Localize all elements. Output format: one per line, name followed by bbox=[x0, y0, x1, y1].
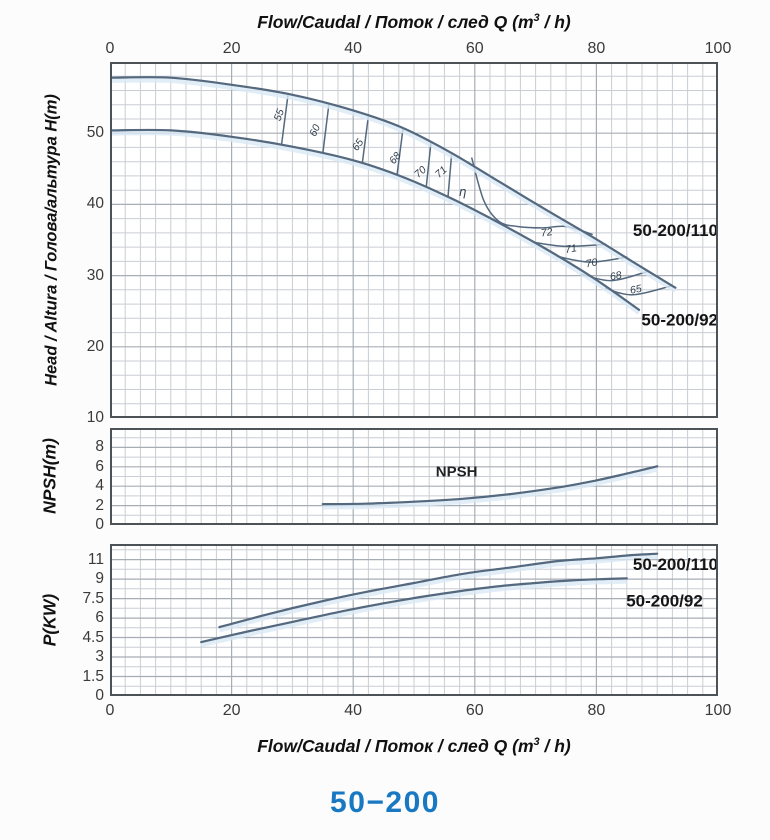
y-tick-label: 0 bbox=[95, 687, 104, 704]
y-tick-label: 7.5 bbox=[82, 589, 104, 607]
efficiency-rung bbox=[396, 128, 404, 176]
curve-label: 50-200/110 bbox=[633, 555, 718, 574]
npsh-curve-label: NPSH bbox=[436, 464, 478, 481]
head-curve-50-200-110 bbox=[110, 76, 677, 289]
x-tick-label: 80 bbox=[587, 40, 606, 57]
y-tick-label: 4 bbox=[95, 477, 104, 495]
flow-title-units: / h) bbox=[539, 12, 571, 32]
efficiency-contour-label: 65 bbox=[629, 283, 643, 297]
eta-symbol: η bbox=[459, 185, 467, 199]
bottom-flow-axis-title: Flow/Caudal / Поток / след Q (m3 / h) bbox=[110, 736, 718, 757]
x-tick-label: 20 bbox=[222, 702, 241, 719]
npsh-curve-NPSH bbox=[321, 465, 659, 506]
top-flow-axis-title: Flow/Caudal / Поток / след Q (m3 / h) bbox=[110, 12, 718, 33]
efficiency-rung bbox=[447, 153, 453, 197]
x-tick-label: 20 bbox=[222, 40, 241, 57]
efficiency-contour-label: 70 bbox=[585, 256, 599, 270]
y-tick-label: 2 bbox=[95, 496, 104, 514]
y-tick-label: 0 bbox=[95, 516, 104, 533]
efficiency-rung bbox=[425, 142, 432, 188]
x-tick-label: 60 bbox=[465, 702, 484, 719]
y-tick-label: 20 bbox=[86, 337, 104, 355]
curve-label: 50-200/92 bbox=[626, 592, 703, 611]
x-tick-label: 0 bbox=[105, 702, 115, 719]
y-tick-label: 4.5 bbox=[82, 628, 104, 646]
x-tick-label: 100 bbox=[704, 40, 732, 57]
y-tick-label: 10 bbox=[86, 409, 104, 426]
head-curve-50-200-92 bbox=[110, 128, 641, 311]
y-tick-label: 50 bbox=[86, 124, 104, 142]
x-tick-label: 60 bbox=[465, 40, 484, 57]
power-chart: 50-200/110 50-200/92 bbox=[110, 544, 718, 696]
y-tick-label: 30 bbox=[86, 266, 104, 284]
curve-glow bbox=[322, 467, 658, 510]
flow-title-superscript: 3 bbox=[533, 736, 540, 749]
curve-label: 50-200/110 bbox=[633, 221, 718, 240]
y-tick-label: 3 bbox=[95, 648, 104, 666]
y-tick-label: 1.5 bbox=[82, 667, 104, 685]
flow-title-text: Flow/Caudal / Поток / след Q (m bbox=[257, 736, 534, 756]
grid-minor bbox=[110, 428, 718, 525]
y-tick-label: 8 bbox=[95, 438, 104, 456]
power-curve-50-200-110 bbox=[218, 552, 659, 629]
grid-minor bbox=[110, 544, 718, 696]
plot-frame bbox=[110, 544, 718, 696]
efficiency-rung bbox=[280, 94, 289, 145]
curve-label: 50-200/92 bbox=[641, 311, 718, 330]
x-tick-label: 100 bbox=[704, 702, 732, 719]
y-tick-label: 9 bbox=[95, 570, 104, 588]
efficiency-contour-label: 68 bbox=[609, 269, 623, 283]
flow-title-units: / h) bbox=[539, 736, 571, 756]
efficiency-rung bbox=[361, 115, 370, 164]
x-tick-label: 0 bbox=[105, 40, 115, 57]
pump-model-title: 50−200 bbox=[330, 786, 440, 819]
flow-title-superscript: 3 bbox=[533, 12, 540, 25]
curve-glow bbox=[110, 130, 641, 315]
efficiency-contour-label: 71 bbox=[564, 242, 578, 256]
efficiency-rung-label: 55 bbox=[272, 107, 287, 122]
plot-frame bbox=[110, 62, 718, 418]
plot-frame bbox=[110, 428, 718, 525]
efficiency-rung bbox=[322, 104, 330, 154]
power-curve-50-200-92 bbox=[200, 577, 628, 644]
x-tick-label: 40 bbox=[344, 40, 363, 57]
grid-major bbox=[110, 62, 718, 418]
x-tick-label: 80 bbox=[587, 702, 606, 719]
flow-title-text: Flow/Caudal / Поток / след Q (m bbox=[257, 12, 534, 32]
y-tick-label: 40 bbox=[86, 195, 104, 213]
x-tick-label: 40 bbox=[344, 702, 363, 719]
npsh-chart: NPSH bbox=[110, 428, 718, 525]
grid-minor bbox=[110, 62, 718, 418]
curve-glow bbox=[200, 579, 627, 648]
y-tick-label: 6 bbox=[95, 609, 104, 627]
efficiency-contour-label: 72 bbox=[540, 226, 553, 240]
curve-glow bbox=[110, 77, 677, 293]
y-tick-label: 6 bbox=[95, 457, 104, 475]
efficiency-rung-label: 60 bbox=[307, 123, 323, 139]
curve-glow bbox=[218, 554, 658, 633]
y-tick-label: 11 bbox=[87, 550, 104, 568]
